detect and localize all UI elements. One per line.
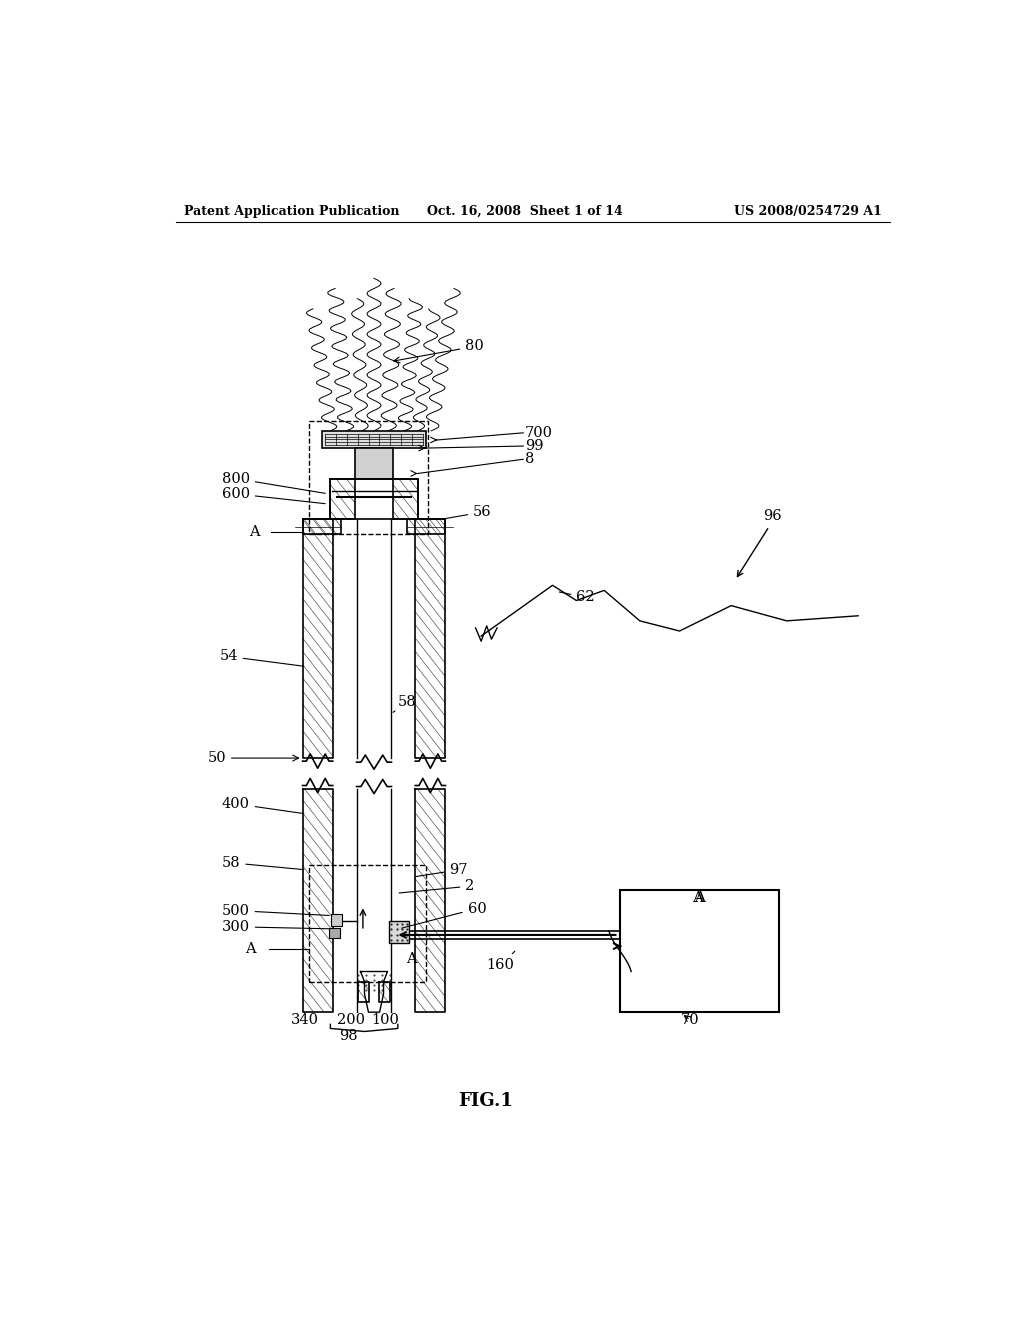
Text: 340: 340 <box>291 1014 318 1027</box>
Text: 200: 200 <box>337 1014 365 1027</box>
Text: Oct. 16, 2008  Sheet 1 of 14: Oct. 16, 2008 Sheet 1 of 14 <box>427 205 623 218</box>
Bar <box>309 865 426 982</box>
Bar <box>620 890 778 1012</box>
Text: 98: 98 <box>339 1028 358 1043</box>
Text: 600: 600 <box>221 487 326 504</box>
Text: 2: 2 <box>399 879 474 894</box>
Text: 100: 100 <box>371 1014 398 1027</box>
Text: 96: 96 <box>763 510 781 523</box>
Text: 8: 8 <box>524 453 535 466</box>
Text: A: A <box>249 525 259 540</box>
Text: 700: 700 <box>524 426 553 440</box>
Text: 62: 62 <box>559 590 595 605</box>
Text: 70: 70 <box>681 1014 699 1027</box>
Text: A: A <box>406 952 417 966</box>
Text: US 2008/0254729 A1: US 2008/0254729 A1 <box>734 205 882 218</box>
Text: 60: 60 <box>401 902 486 928</box>
Text: 500: 500 <box>221 903 329 917</box>
Bar <box>329 928 340 939</box>
Text: 300: 300 <box>221 920 329 933</box>
Text: 99: 99 <box>524 440 544 453</box>
Text: Patent Application Publication: Patent Application Publication <box>183 205 399 218</box>
Text: 800: 800 <box>221 471 326 494</box>
Text: 97: 97 <box>416 863 468 876</box>
Bar <box>331 479 418 519</box>
Text: A: A <box>246 942 256 956</box>
Text: 50: 50 <box>207 751 299 766</box>
Text: 160: 160 <box>486 952 515 973</box>
Bar <box>323 430 426 447</box>
Text: 56: 56 <box>444 506 492 519</box>
Text: A: A <box>692 891 703 906</box>
Text: 58: 58 <box>393 696 417 713</box>
Bar <box>309 421 428 535</box>
Text: A: A <box>694 891 705 906</box>
Bar <box>389 921 409 942</box>
Text: 54: 54 <box>219 649 304 667</box>
Text: 400: 400 <box>221 797 304 813</box>
Bar <box>331 913 342 925</box>
Text: 80: 80 <box>394 339 484 363</box>
Bar <box>355 447 393 479</box>
Text: FIG.1: FIG.1 <box>458 1092 513 1110</box>
Text: 58: 58 <box>221 855 304 870</box>
